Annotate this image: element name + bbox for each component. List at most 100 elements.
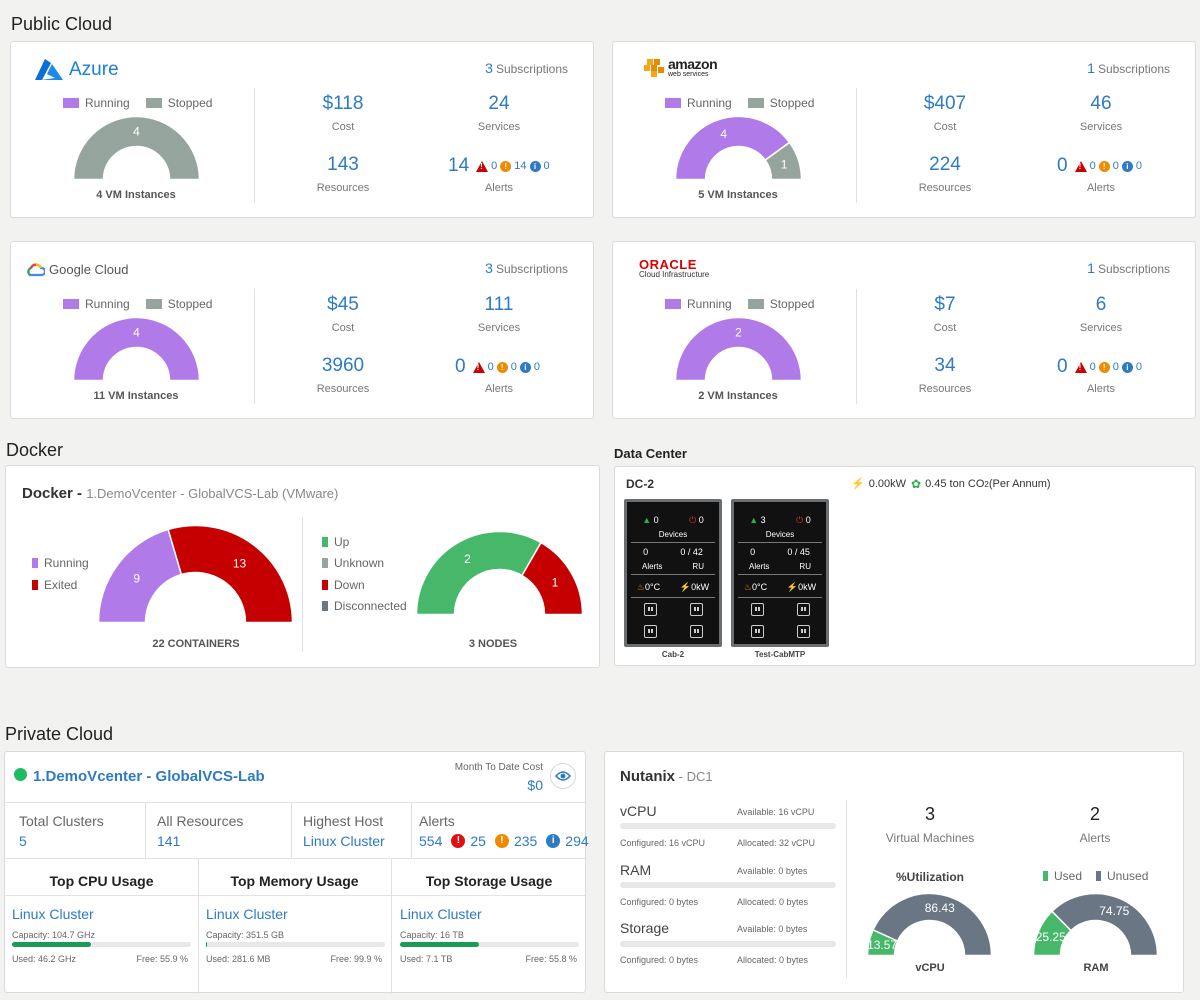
- highest-host-value[interactable]: Linux Cluster: [303, 833, 385, 849]
- google-cost-value[interactable]: $45: [327, 294, 359, 315]
- oracle-alerts-warning: 0: [1112, 361, 1119, 373]
- cabinet-name[interactable]: Cab-2: [661, 650, 685, 659]
- oracle-card[interactable]: ORACLE Cloud Infrastructure 1 Subscriptio…: [612, 241, 1196, 419]
- docker-legend-unknown: Unknown: [322, 556, 384, 570]
- azure-alerts-label: Alerts: [484, 182, 514, 194]
- vcenter-alerts[interactable]: 554 ! 25 ! 235 i 294: [419, 833, 589, 849]
- mtd-label: Month To Date Cost: [454, 762, 543, 773]
- docker-card[interactable]: Docker - 1.DemoVcenter - GlobalVCS-Lab (…: [5, 465, 600, 668]
- azure-cost-value[interactable]: $118: [322, 93, 364, 114]
- top-memory-capacity: Capacity: 351.5 GB: [206, 930, 285, 940]
- info-icon: i: [529, 160, 541, 172]
- cabinet-alerts: 0: [750, 547, 756, 557]
- gauge-segment[interactable]: [520, 541, 582, 616]
- oracle-services-value[interactable]: 6: [1095, 294, 1107, 315]
- nutanix-vcpu-available: Available: 16 vCPU: [737, 807, 815, 817]
- google-alerts-label: Alerts: [484, 383, 514, 395]
- stopped-swatch: [747, 299, 764, 309]
- azure-logo-icon: [35, 59, 63, 80]
- top-memory-bar: [206, 942, 385, 947]
- gauge-segment[interactable]: [73, 116, 200, 181]
- aws-card[interactable]: amazon web services 1 Subscriptions Runni…: [612, 41, 1196, 218]
- stopped-swatch: [747, 98, 764, 108]
- view-cost-button[interactable]: [550, 763, 576, 789]
- alerts-info: 294: [565, 833, 589, 849]
- gauge-segment[interactable]: [764, 141, 801, 181]
- gauge-segment[interactable]: [98, 528, 183, 623]
- docker-legend-up-label: Up: [334, 535, 350, 549]
- aws-cost-value[interactable]: $407: [923, 93, 967, 114]
- aws-alerts[interactable]: 00!0i0: [1057, 155, 1142, 177]
- gauge-segment[interactable]: [872, 893, 993, 957]
- gauge-segment[interactable]: [675, 116, 791, 181]
- aws-legend: Running Stopped: [665, 96, 814, 110]
- google-resources-label: Resources: [316, 383, 370, 395]
- cabinet-down-count: 0: [805, 515, 811, 525]
- oracle-subscriptions[interactable]: 1 Subscriptions: [1087, 260, 1170, 276]
- top-cpu-name[interactable]: Linux Cluster: [12, 906, 94, 922]
- aws-alerts-count: 0: [1057, 155, 1068, 176]
- vcenter-name-link[interactable]: 1.DemoVcenter - GlobalVCS-Lab: [33, 768, 265, 785]
- google-resources-value[interactable]: 3960: [321, 355, 365, 376]
- azure-services-value[interactable]: 24: [488, 93, 510, 114]
- google-services-value[interactable]: 111: [484, 294, 514, 315]
- nutanix-subtitle[interactable]: DC1: [686, 769, 713, 784]
- gauge-segment[interactable]: [73, 317, 200, 382]
- cabinet[interactable]: ▲ 3 ⏻ 0 Devices 0 0 / 45 Alerts RU ♨0°C ⚡0kW: [731, 499, 829, 647]
- arrow-up-icon: ▲: [642, 515, 652, 525]
- oracle-alerts[interactable]: 00!0i0: [1057, 356, 1142, 378]
- aws-subscriptions[interactable]: 1 Subscriptions: [1087, 60, 1170, 76]
- vcenter-card[interactable]: 1.DemoVcenter - GlobalVCS-Lab Month To D…: [4, 751, 589, 994]
- dc-name[interactable]: DC-2: [626, 477, 655, 491]
- top-storage-free: Free: 55.8 %: [525, 954, 577, 964]
- azure-card[interactable]: Azure 3 Subscriptions Running Stopped 4 4 …: [10, 41, 594, 218]
- google-vm-gauge: 4: [73, 317, 200, 382]
- dc-power: ⚡ 0.00kW: [851, 477, 906, 491]
- gauge-segment[interactable]: [416, 531, 543, 616]
- azure-resources-value[interactable]: 143: [327, 154, 359, 175]
- up-swatch: [322, 537, 328, 547]
- cabinet-outlets-row-2: [627, 625, 719, 638]
- gauge-segment[interactable]: [1050, 893, 1159, 957]
- aws-resources-value[interactable]: 224: [929, 154, 961, 175]
- divider: [846, 800, 847, 978]
- cabinet-name[interactable]: Test-CabMTP: [754, 650, 806, 659]
- nutanix-legend-used: Used: [1054, 869, 1083, 883]
- nutanix-storage-allocated: Allocated: 0 bytes: [737, 955, 809, 965]
- google-alerts[interactable]: 00!0i0: [455, 356, 540, 378]
- oracle-services-label: Services: [1079, 322, 1123, 334]
- google-card[interactable]: Google Cloud 3 Subscriptions Running Stopp…: [10, 241, 594, 419]
- top-storage-bar: [400, 942, 579, 947]
- cabinet-down: ⏻ 0: [796, 515, 811, 526]
- nutanix-vms-value[interactable]: 3: [924, 804, 935, 824]
- oracle-cost-value[interactable]: $7: [934, 294, 956, 315]
- oracle-resources-value[interactable]: 34: [934, 355, 956, 376]
- oracle-subscriptions-label: Subscriptions: [1097, 262, 1170, 276]
- aws-services-value[interactable]: 46: [1090, 93, 1112, 114]
- top-storage-name[interactable]: Linux Cluster: [400, 906, 482, 922]
- all-resources-value[interactable]: 141: [157, 833, 181, 849]
- cabinet-temp: ♨0°C: [744, 582, 767, 593]
- gauge-segment-label: 4: [133, 326, 140, 340]
- alerts-critical: 25: [470, 833, 486, 849]
- docker-card-subtitle[interactable]: 1.DemoVcenter - GlobalVCS-Lab (VMware): [86, 486, 339, 501]
- top-memory-title: Top Memory Usage: [230, 873, 359, 889]
- nutanix-card[interactable]: Nutanix - DC1 vCPU Available: 16 vCPU Co…: [604, 751, 1184, 993]
- gauge-segment[interactable]: [675, 317, 802, 382]
- nutanix-alerts-value[interactable]: 2: [1089, 804, 1100, 824]
- oracle-cost-label: Cost: [933, 322, 957, 334]
- cabinet-up: ▲ 0: [642, 515, 658, 526]
- total-clusters-value[interactable]: 5: [19, 833, 27, 849]
- outlet-icon: [689, 625, 703, 638]
- nutanix-vcpu-allocated: Allocated: 32 vCPU: [737, 838, 816, 848]
- top-memory-name[interactable]: Linux Cluster: [206, 906, 288, 922]
- data-center-card[interactable]: DC-2 ⚡ 0.00kW ✿ 0.45 ton CO 2 (Per Annum) ▲…: [614, 466, 1196, 666]
- top-storage-bar-fill: [400, 942, 480, 947]
- mtd-value[interactable]: $0: [527, 777, 543, 793]
- gauge-segment[interactable]: [167, 525, 292, 623]
- aws-vm-instances: 5 VM Instances: [698, 189, 778, 201]
- google-subscriptions[interactable]: 3 Subscriptions: [485, 260, 568, 276]
- azure-subscriptions[interactable]: 3 Subscriptions: [485, 60, 568, 76]
